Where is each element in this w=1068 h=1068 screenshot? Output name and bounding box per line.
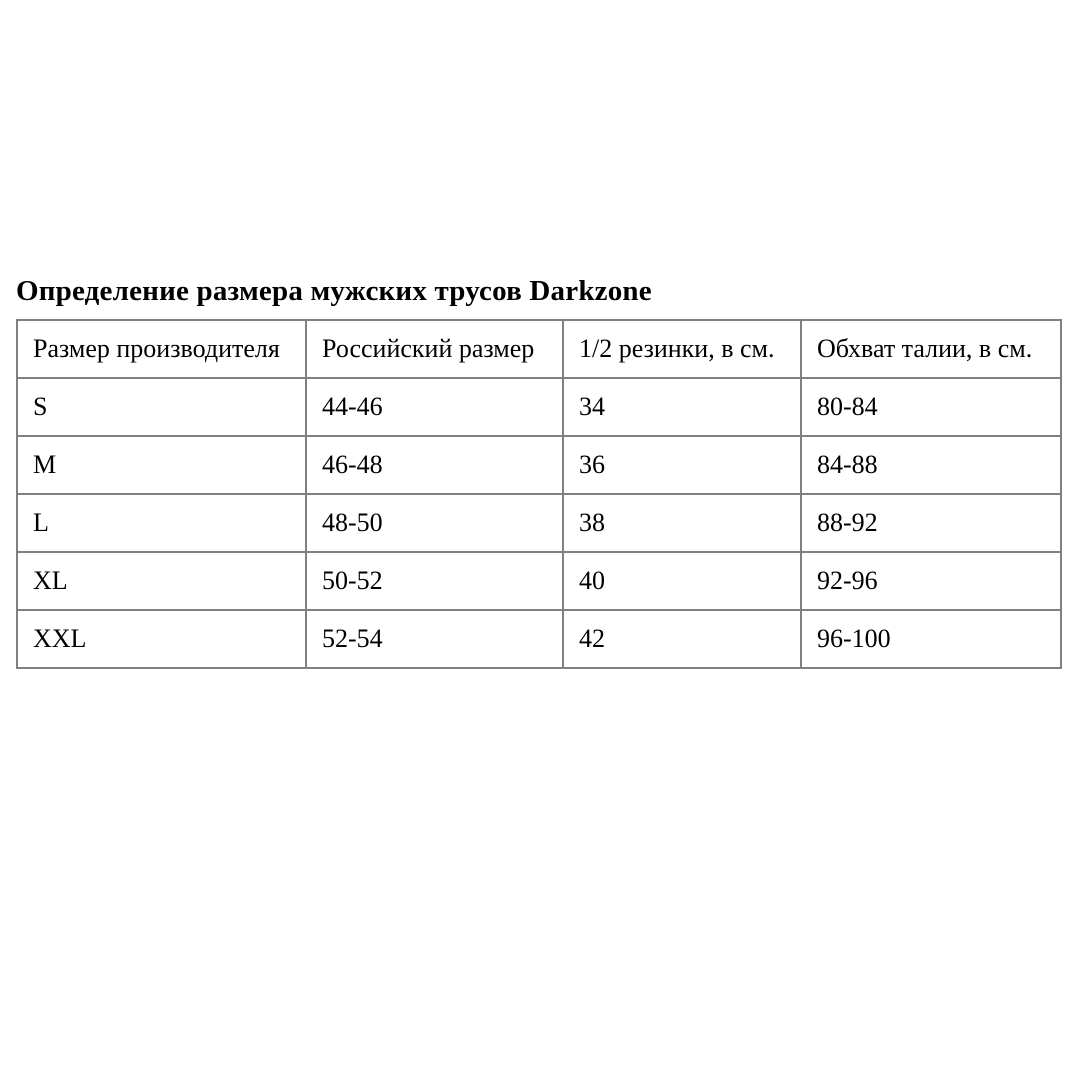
- table-row: M 46-48 36 84-88: [16, 435, 1062, 495]
- page-title: Определение размера мужских трусов Darkz…: [16, 275, 652, 308]
- column-header-half-elastic-cm: 1/2 резинки, в см.: [562, 319, 802, 379]
- table-cell: 96-100: [800, 609, 1062, 669]
- column-header-russian-size: Российский размер: [305, 319, 564, 379]
- table-cell: 38: [562, 493, 802, 553]
- table-cell: 52-54: [305, 609, 564, 669]
- table-cell: 80-84: [800, 377, 1062, 437]
- table-row: L 48-50 38 88-92: [16, 493, 1062, 553]
- table-cell: 42: [562, 609, 802, 669]
- table-row: XL 50-52 40 92-96: [16, 551, 1062, 611]
- header-row: Размер производителя Российский размер 1…: [16, 319, 1062, 379]
- table-cell: L: [16, 493, 307, 553]
- table-cell: 40: [562, 551, 802, 611]
- column-header-waist-girth-cm: Обхват талии, в см.: [800, 319, 1062, 379]
- table-cell: 84-88: [800, 435, 1062, 495]
- table-cell: 48-50: [305, 493, 564, 553]
- column-header-manufacturer-size: Размер производителя: [16, 319, 307, 379]
- table-cell: 92-96: [800, 551, 1062, 611]
- table-cell: M: [16, 435, 307, 495]
- table-cell: 44-46: [305, 377, 564, 437]
- table-row: S 44-46 34 80-84: [16, 377, 1062, 437]
- table-cell: 50-52: [305, 551, 564, 611]
- table-cell: XXL: [16, 609, 307, 669]
- table-cell: 36: [562, 435, 802, 495]
- table-cell: 34: [562, 377, 802, 437]
- size-table: Размер производителя Российский размер 1…: [16, 319, 1062, 669]
- table-row: XXL 52-54 42 96-100: [16, 609, 1062, 669]
- table-cell: XL: [16, 551, 307, 611]
- table-cell: 46-48: [305, 435, 564, 495]
- table-cell: S: [16, 377, 307, 437]
- table-cell: 88-92: [800, 493, 1062, 553]
